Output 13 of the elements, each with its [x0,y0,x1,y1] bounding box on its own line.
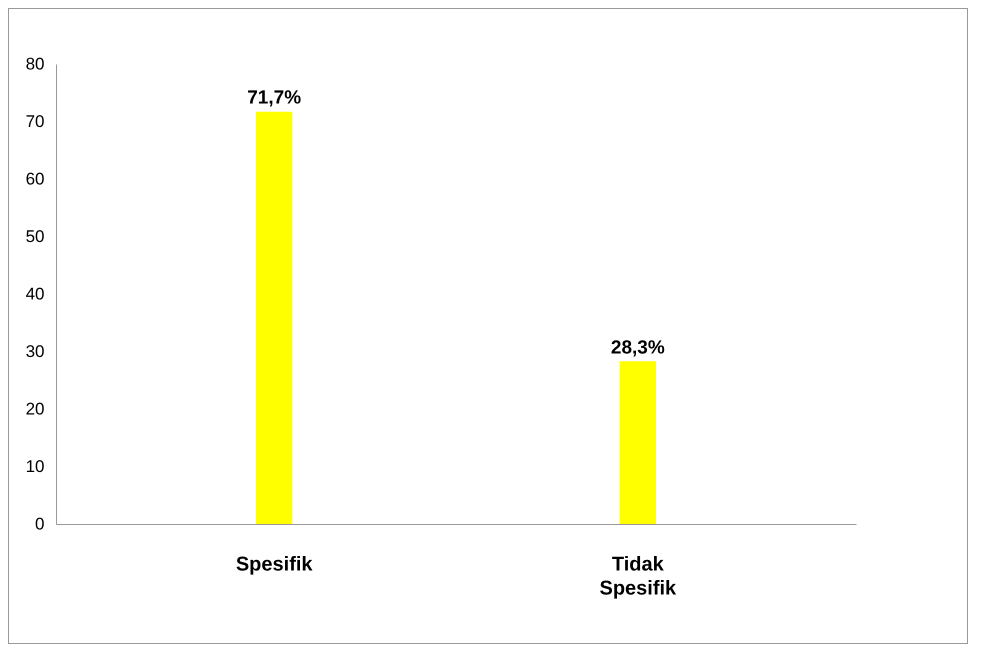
data-label: 71,7% [247,88,302,109]
y-tick-label: 80 [26,54,44,74]
y-tick-label: 60 [26,170,44,188]
y-tick-label: 10 [26,457,44,476]
y-tick-label: 30 [26,342,44,361]
x-tick-label: Spesifik [236,554,314,576]
y-tick-label: 70 [26,112,44,131]
x-tick-label: Tidak Spesifik [599,554,678,600]
y-tick-label: 40 [26,284,44,304]
y-tick-label: 0 [35,514,44,534]
y-tick-label: 50 [26,227,44,246]
y-tick-label: 20 [26,400,44,418]
data-label: 28,3% [610,337,665,358]
